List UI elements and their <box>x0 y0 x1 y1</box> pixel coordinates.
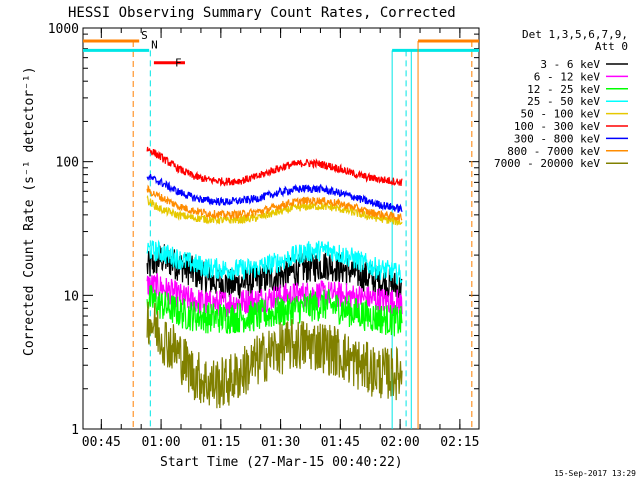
y-axis-label: Corrected Count Rate (s⁻¹ detector⁻¹) <box>22 66 37 356</box>
x-tick-label: 02:15 <box>440 435 479 450</box>
legend-label: 3 - 6 keV <box>540 58 600 71</box>
segment-label: N <box>151 38 158 51</box>
segment-label: S <box>141 29 148 42</box>
x-tick-label: 02:00 <box>381 435 420 450</box>
x-axis-label: Start Time (27-Mar-15 00:40:22) <box>160 455 403 470</box>
legend-label: 25 - 50 keV <box>527 95 600 108</box>
legend-label: 50 - 100 keV <box>521 108 601 121</box>
x-tick-label: 01:00 <box>142 435 181 450</box>
legend-label: 7000 - 20000 keV <box>494 157 600 170</box>
legend-label: 300 - 800 keV <box>514 132 600 145</box>
legend-header-line1: Det 1,3,5,6,7,9, <box>522 28 628 41</box>
series-line-5 <box>146 146 403 187</box>
y-tick-label: 1000 <box>48 22 79 37</box>
legend-label: 12 - 25 keV <box>527 83 600 96</box>
legend-label: 6 - 12 keV <box>534 70 601 83</box>
x-tick-label: 01:15 <box>201 435 240 450</box>
x-tick-label: 01:45 <box>321 435 360 450</box>
series-line-1 <box>146 273 403 318</box>
legend-header-line2: Att 0 <box>595 40 628 53</box>
series-line-2 <box>146 284 403 337</box>
x-tick-label: 01:30 <box>261 435 300 450</box>
y-tick-label: 10 <box>63 289 79 304</box>
plot-area: 1 10 100 1000 00:45 01:00 01:15 01:30 01:45 02:00… <box>48 22 480 450</box>
y-tick-label: 1 <box>71 423 79 438</box>
x-tick-label: 00:45 <box>82 435 121 450</box>
footer-timestamp: 15-Sep-2017 13:29 <box>554 469 636 478</box>
legend-label: 100 - 300 keV <box>514 120 600 133</box>
series-line-6 <box>146 173 403 213</box>
legend-label: 800 - 7000 keV <box>507 145 600 158</box>
y-tick-label: 100 <box>56 156 79 171</box>
segment-label: F <box>175 57 182 70</box>
series-line-7 <box>146 184 403 222</box>
series-line-0 <box>146 244 403 304</box>
chart-title: HESSI Observing Summary Count Rates, Cor… <box>68 5 456 21</box>
series-line-8 <box>146 301 403 409</box>
series-line-3 <box>146 239 403 285</box>
